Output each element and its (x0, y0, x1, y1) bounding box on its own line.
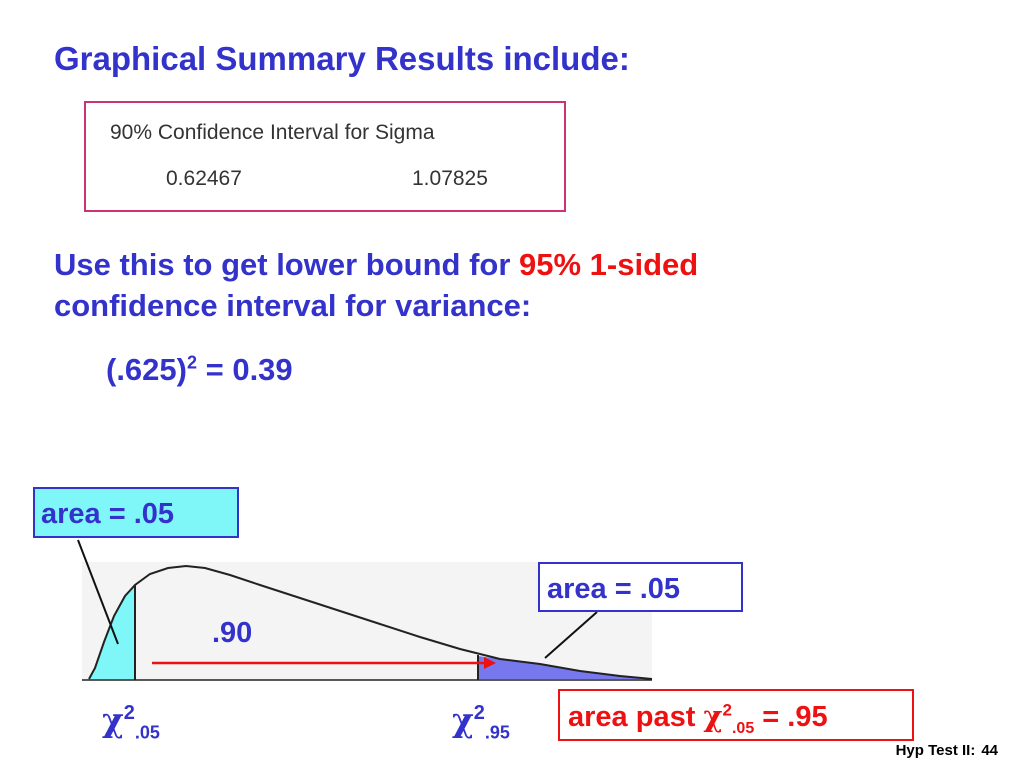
left-pointer-line (77, 539, 119, 645)
right-chi-symbol: χ (452, 700, 474, 739)
right-chi-sub: .95 (484, 722, 510, 743)
left-chi-label: χ2.05 (102, 700, 160, 744)
ci-upper-value: 1.07825 (412, 167, 488, 190)
right-chi-sup: 2 (473, 702, 485, 724)
density-curve (88, 564, 653, 680)
area-past-sup: 2 (722, 700, 732, 720)
left-tail-shading (89, 585, 135, 679)
instruction-part1: Use this to get lower bound for (54, 247, 519, 282)
page-heading: Graphical Summary Results include: (54, 40, 630, 77)
middle-arrow-head (484, 657, 496, 669)
calc-exponent: 2 (186, 352, 197, 373)
ci-lower-value: 0.62467 (166, 167, 242, 190)
instruction-highlight: 95% 1-sided (519, 247, 699, 282)
variance-calculation: (.625)2 = 0.39 (106, 352, 293, 388)
left-chi-sup: 2 (123, 702, 135, 724)
confidence-interval-box: 90% Confidence Interval for Sigma 0.6246… (84, 101, 566, 212)
left-chi-symbol: χ (102, 700, 124, 739)
calc-result: = 0.39 (197, 352, 293, 387)
footer-page-number: 44 (981, 742, 998, 759)
right-chi-label: χ2.95 (452, 700, 510, 744)
instruction-part2: confidence interval for variance: (54, 288, 532, 323)
right-pointer-line (544, 611, 598, 659)
left-area-label: area = .05 (33, 487, 239, 538)
right-area-label: area = .05 (538, 562, 743, 612)
ci-title: 90% Confidence Interval for Sigma (110, 121, 435, 144)
area-past-box: area past χ2.05 = .95 (558, 689, 914, 741)
left-chi-sub: .05 (134, 722, 160, 743)
instruction-text: Use this to get lower bound for 95% 1-si… (54, 244, 954, 326)
slide-footer: Hyp Test II: 44 (896, 742, 998, 759)
area-past-chi: χ (703, 699, 723, 733)
middle-area-label: .90 (212, 617, 252, 649)
area-past-prefix: area past (568, 701, 704, 733)
area-past-sub: .05 (731, 719, 755, 737)
area-past-suffix: = .95 (754, 701, 828, 733)
footer-label: Hyp Test II: (895, 742, 976, 759)
calc-base: (.625) (106, 352, 187, 387)
